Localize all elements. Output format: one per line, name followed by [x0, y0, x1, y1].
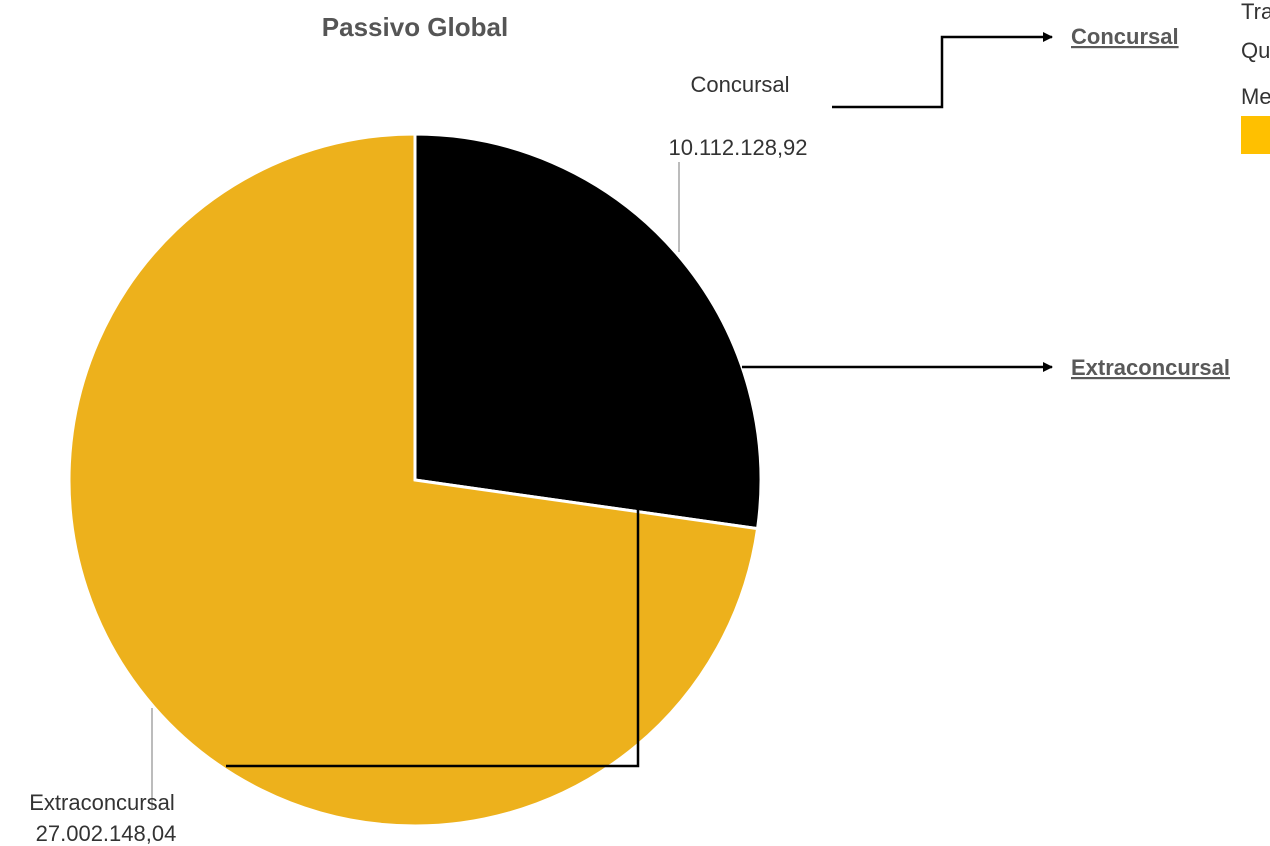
link-concursal[interactable]: Concursal — [1071, 24, 1179, 49]
slice-label-extraconcursal-value: 27.002.148,04 — [36, 821, 177, 846]
pie-slice-extraconcursal — [67, 132, 760, 828]
bracket-line — [226, 509, 640, 768]
connector-arrow-concursal — [832, 32, 1053, 109]
pie — [67, 132, 763, 828]
chart-title: Passivo Global — [322, 12, 508, 42]
slice-label-extraconcursal-name: Extraconcursal — [29, 790, 175, 815]
pie-slice-concursal — [413, 132, 763, 531]
side-text-line-3: Me — [1241, 84, 1270, 109]
slice-label-concursal-name: Concursal — [690, 72, 789, 97]
slice-label-concursal-value: 10.112.128,92 — [668, 135, 807, 160]
side-color-swatch — [1241, 116, 1270, 154]
side-text-line-2: Qu — [1241, 38, 1270, 63]
link-extraconcursal[interactable]: Extraconcursal — [1071, 355, 1230, 380]
side-text-line-1: Tra — [1241, 0, 1270, 24]
